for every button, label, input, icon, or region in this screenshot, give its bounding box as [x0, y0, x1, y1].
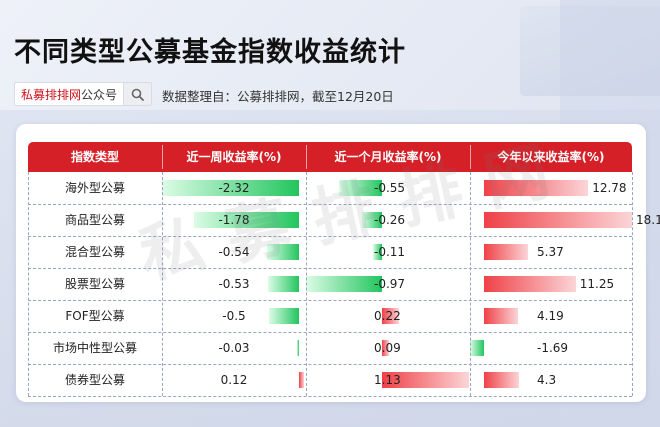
row-divider	[28, 364, 632, 365]
ytd-bar	[484, 276, 576, 292]
week-value: -0.53	[218, 277, 250, 291]
ytd-value: 12.78	[592, 181, 627, 195]
header-month: 近一个月收益率(%)	[334, 150, 442, 164]
month-value: 1.13	[374, 373, 401, 387]
index-type-cell: FOF型公募	[65, 309, 125, 323]
ytd-bar	[484, 372, 520, 388]
search-suffix: 公众号	[81, 87, 118, 102]
ytd-bar	[484, 244, 528, 260]
ytd-value: 11.25	[579, 277, 615, 291]
ytd-value: 5.37	[537, 245, 564, 259]
index-type-cell: 债券型公募	[64, 373, 125, 387]
month-bar	[306, 276, 382, 292]
ytd-value: -1.69	[537, 341, 569, 355]
month-bar	[373, 244, 382, 260]
week-value: -0.54	[218, 245, 250, 259]
search-icon	[131, 88, 144, 101]
week-value: 0.12	[220, 373, 248, 387]
header-divider	[470, 145, 471, 169]
page-title: 不同类型公募基金指数收益统计	[14, 37, 406, 68]
week-bar	[267, 276, 299, 292]
header-divider	[306, 145, 307, 169]
month-bar	[382, 308, 399, 324]
index-type-cell: 混合型公募	[64, 245, 125, 259]
data-source: 数据整理自：公募排排网，截至12月20日	[162, 89, 394, 104]
month-bar	[382, 372, 469, 388]
row-divider	[28, 332, 632, 333]
month-value: -0.26	[374, 213, 406, 227]
ytd-bar	[484, 212, 632, 228]
week-bar	[297, 340, 300, 356]
month-value: -0.55	[374, 181, 406, 195]
ytd-bar	[484, 308, 519, 324]
row-divider	[28, 300, 632, 301]
search-brand: 私募排排网	[21, 87, 82, 102]
row-divider	[28, 236, 632, 237]
header-type: 指数类型	[70, 150, 119, 164]
month-value: 0.09	[374, 341, 401, 355]
ytd-bar	[484, 180, 589, 196]
row-divider	[28, 396, 632, 397]
column-divider	[306, 172, 307, 396]
column-divider	[632, 172, 633, 396]
week-bar	[162, 180, 299, 196]
month-bar	[382, 340, 389, 356]
month-value: -0.97	[374, 277, 406, 291]
index-type-cell: 海外型公募	[64, 181, 125, 195]
index-type-cell: 商品型公募	[64, 213, 125, 227]
week-value: -1.78	[218, 213, 250, 227]
search-box[interactable]: 私募排排网公众号	[14, 82, 152, 106]
month-bar	[361, 212, 382, 228]
ytd-bar	[470, 340, 484, 356]
week-bar	[193, 212, 299, 228]
week-bar	[299, 372, 305, 388]
week-bar	[267, 244, 299, 260]
column-divider	[28, 172, 29, 396]
index-type-cell: 市场中性型公募	[52, 341, 137, 355]
column-divider	[470, 172, 471, 396]
background-panel	[520, 6, 660, 96]
ytd-value: 18.15	[636, 213, 660, 227]
row-divider	[28, 204, 632, 205]
table-header	[28, 142, 632, 172]
column-divider	[162, 172, 163, 396]
week-value: -0.5	[222, 309, 246, 323]
header-ytd: 今年以来收益率(%)	[497, 150, 605, 164]
week-value: -2.32	[218, 181, 250, 195]
week-value: -0.03	[218, 341, 250, 355]
index-type-cell: 股票型公募	[64, 277, 125, 291]
month-bar	[338, 180, 382, 196]
search-text: 私募排排网公众号	[15, 86, 117, 103]
ytd-value: 4.3	[537, 373, 557, 387]
ytd-value: 4.19	[537, 309, 564, 323]
search-button[interactable]	[123, 83, 151, 105]
month-value: -0.11	[374, 245, 406, 259]
week-bar	[269, 308, 299, 324]
month-value: 0.22	[374, 309, 401, 323]
header-week: 近一周收益率(%)	[186, 150, 282, 164]
header-divider	[162, 145, 163, 169]
row-divider	[28, 268, 632, 269]
